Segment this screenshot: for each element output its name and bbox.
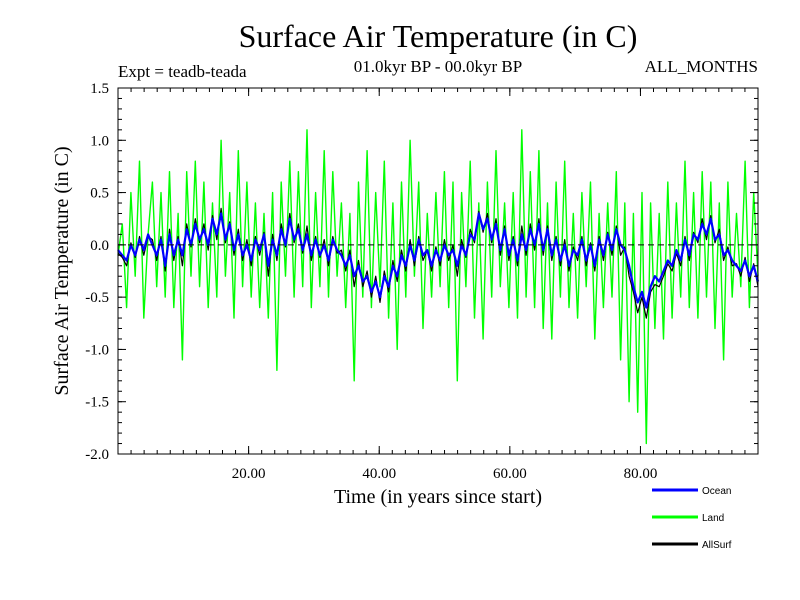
y-axis: 1.5 1.0 0.5 0.0 -0.5 -1.0 -1.5 -2.0 <box>85 81 758 463</box>
chart-title: Surface Air Temperature (in C) <box>239 18 638 54</box>
x-tick-label: 40.00 <box>362 466 396 482</box>
x-tick-label: 60.00 <box>493 466 527 482</box>
legend-label-land: Land <box>702 513 724 524</box>
x-axis-title: Time (in years since start) <box>334 486 542 508</box>
y-tick-label: -1.5 <box>85 395 109 411</box>
y-tick-label: 0.0 <box>90 238 109 254</box>
experiment-label: Expt = teadb-teada <box>118 62 247 81</box>
series-line-land <box>117 129 759 445</box>
months-label: ALL_MONTHS <box>645 57 758 76</box>
x-tick-label: 20.00 <box>232 466 266 482</box>
plot-frame <box>117 87 759 455</box>
y-tick-label: 1.5 <box>90 81 109 97</box>
y-tick-label: -0.5 <box>85 290 109 306</box>
x-axis: 20.00 40.00 60.00 80.00 <box>130 88 746 482</box>
y-tick-label: 1.0 <box>90 133 109 149</box>
y-axis-title: Surface Air Temperature (in C) <box>51 146 73 395</box>
y-tick-label: -2.0 <box>85 447 109 463</box>
period-label: 01.0kyr BP - 00.0kyr BP <box>354 57 522 76</box>
legend-label-ocean: Ocean <box>702 486 731 497</box>
y-tick-label: 0.5 <box>90 186 109 202</box>
series-line-ocean <box>117 212 760 309</box>
x-tick-label: 80.00 <box>624 466 658 482</box>
legend-label-allsurf: AllSurf <box>702 540 732 551</box>
legend: Ocean Land AllSurf <box>652 486 732 551</box>
plot-lines <box>117 129 760 445</box>
y-tick-label: -1.0 <box>85 342 109 358</box>
